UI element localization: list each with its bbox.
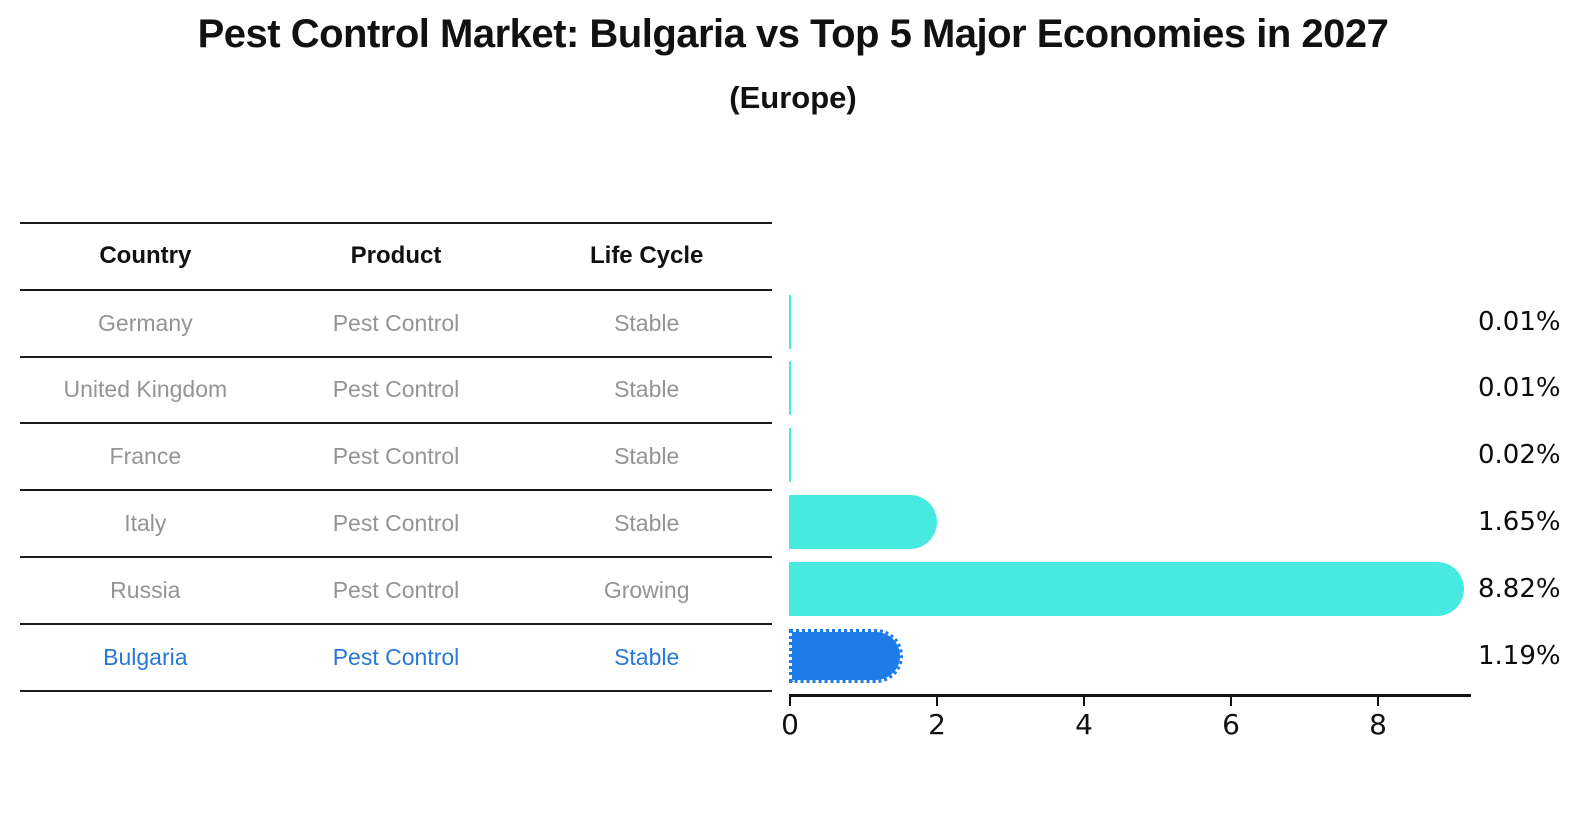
x-tick-label-6: 6 bbox=[1222, 708, 1240, 741]
cell-life-cycle: Growing bbox=[603, 576, 690, 603]
cell-product: Pest Control bbox=[332, 309, 460, 336]
bar-france bbox=[789, 428, 791, 483]
x-tick-label-0: 0 bbox=[781, 708, 799, 741]
table-body: Germany Pest Control Stable United Kingdom P… bbox=[20, 291, 772, 692]
x-tick-label-2: 2 bbox=[928, 708, 946, 741]
table-row-united-kingdom: United Kingdom Pest Control Stable bbox=[20, 358, 772, 425]
cell-life-cycle: Stable bbox=[614, 309, 680, 336]
chart-subtitle: (Europe) bbox=[729, 80, 857, 115]
table-row-france: France Pest Control Stable bbox=[20, 424, 772, 492]
x-tick-4 bbox=[1083, 697, 1085, 706]
bar-bulgaria bbox=[789, 628, 904, 683]
cell-life-cycle: Stable bbox=[614, 376, 680, 403]
cell-product: Pest Control bbox=[332, 376, 460, 403]
bar-italy bbox=[789, 495, 938, 549]
column-header-country: Country bbox=[99, 242, 192, 270]
cell-country: Italy bbox=[124, 510, 167, 537]
x-tick-2 bbox=[936, 697, 938, 706]
table-row-germany: Germany Pest Control Stable bbox=[20, 291, 772, 358]
value-label-bulgaria: 1.19% bbox=[1478, 640, 1561, 671]
cell-country: Bulgaria bbox=[103, 643, 188, 670]
cell-product: Pest Control bbox=[332, 443, 460, 470]
table-row-russia: Russia Pest Control Growing bbox=[20, 558, 772, 625]
x-axis-line bbox=[789, 694, 1471, 697]
cell-country: France bbox=[109, 443, 182, 470]
comparison-table: Country Product Life Cycle Germany Pest C… bbox=[20, 222, 772, 692]
cell-life-cycle: Stable bbox=[614, 510, 680, 537]
value-label-italy: 1.65% bbox=[1478, 507, 1561, 537]
table-header-row: Country Product Life Cycle bbox=[20, 224, 772, 291]
chart-title: Pest Control Market: Bulgaria vs Top 5 M… bbox=[197, 12, 1389, 56]
bar-russia bbox=[789, 561, 1465, 616]
x-tick-label-4: 4 bbox=[1075, 708, 1093, 741]
cell-country: United Kingdom bbox=[63, 376, 228, 403]
cell-product: Pest Control bbox=[332, 510, 460, 537]
x-tick-0 bbox=[789, 697, 791, 706]
cell-country: Germany bbox=[98, 309, 193, 336]
table-row-italy: Italy Pest Control Stable bbox=[20, 491, 772, 558]
bar-germany bbox=[789, 294, 791, 349]
cell-product: Pest Control bbox=[332, 576, 460, 603]
value-label-germany: 0.01% bbox=[1478, 306, 1561, 337]
cell-life-cycle: Stable bbox=[614, 643, 680, 670]
column-header-life-cycle: Life Cycle bbox=[589, 242, 704, 270]
bar-united-kingdom bbox=[789, 361, 791, 416]
table-row-bulgaria: Bulgaria Pest Control Stable bbox=[20, 625, 772, 692]
cell-product: Pest Control bbox=[332, 643, 460, 670]
x-tick-6 bbox=[1230, 697, 1232, 706]
x-tick-label-8: 8 bbox=[1369, 708, 1387, 741]
value-label-united-kingdom: 0.01% bbox=[1478, 373, 1561, 404]
value-label-russia: 8.82% bbox=[1478, 573, 1561, 604]
value-label-france: 0.02% bbox=[1478, 440, 1561, 471]
x-tick-8 bbox=[1377, 697, 1379, 706]
column-header-product: Product bbox=[350, 242, 442, 270]
cell-country: Russia bbox=[110, 576, 181, 603]
cell-life-cycle: Stable bbox=[614, 443, 680, 470]
